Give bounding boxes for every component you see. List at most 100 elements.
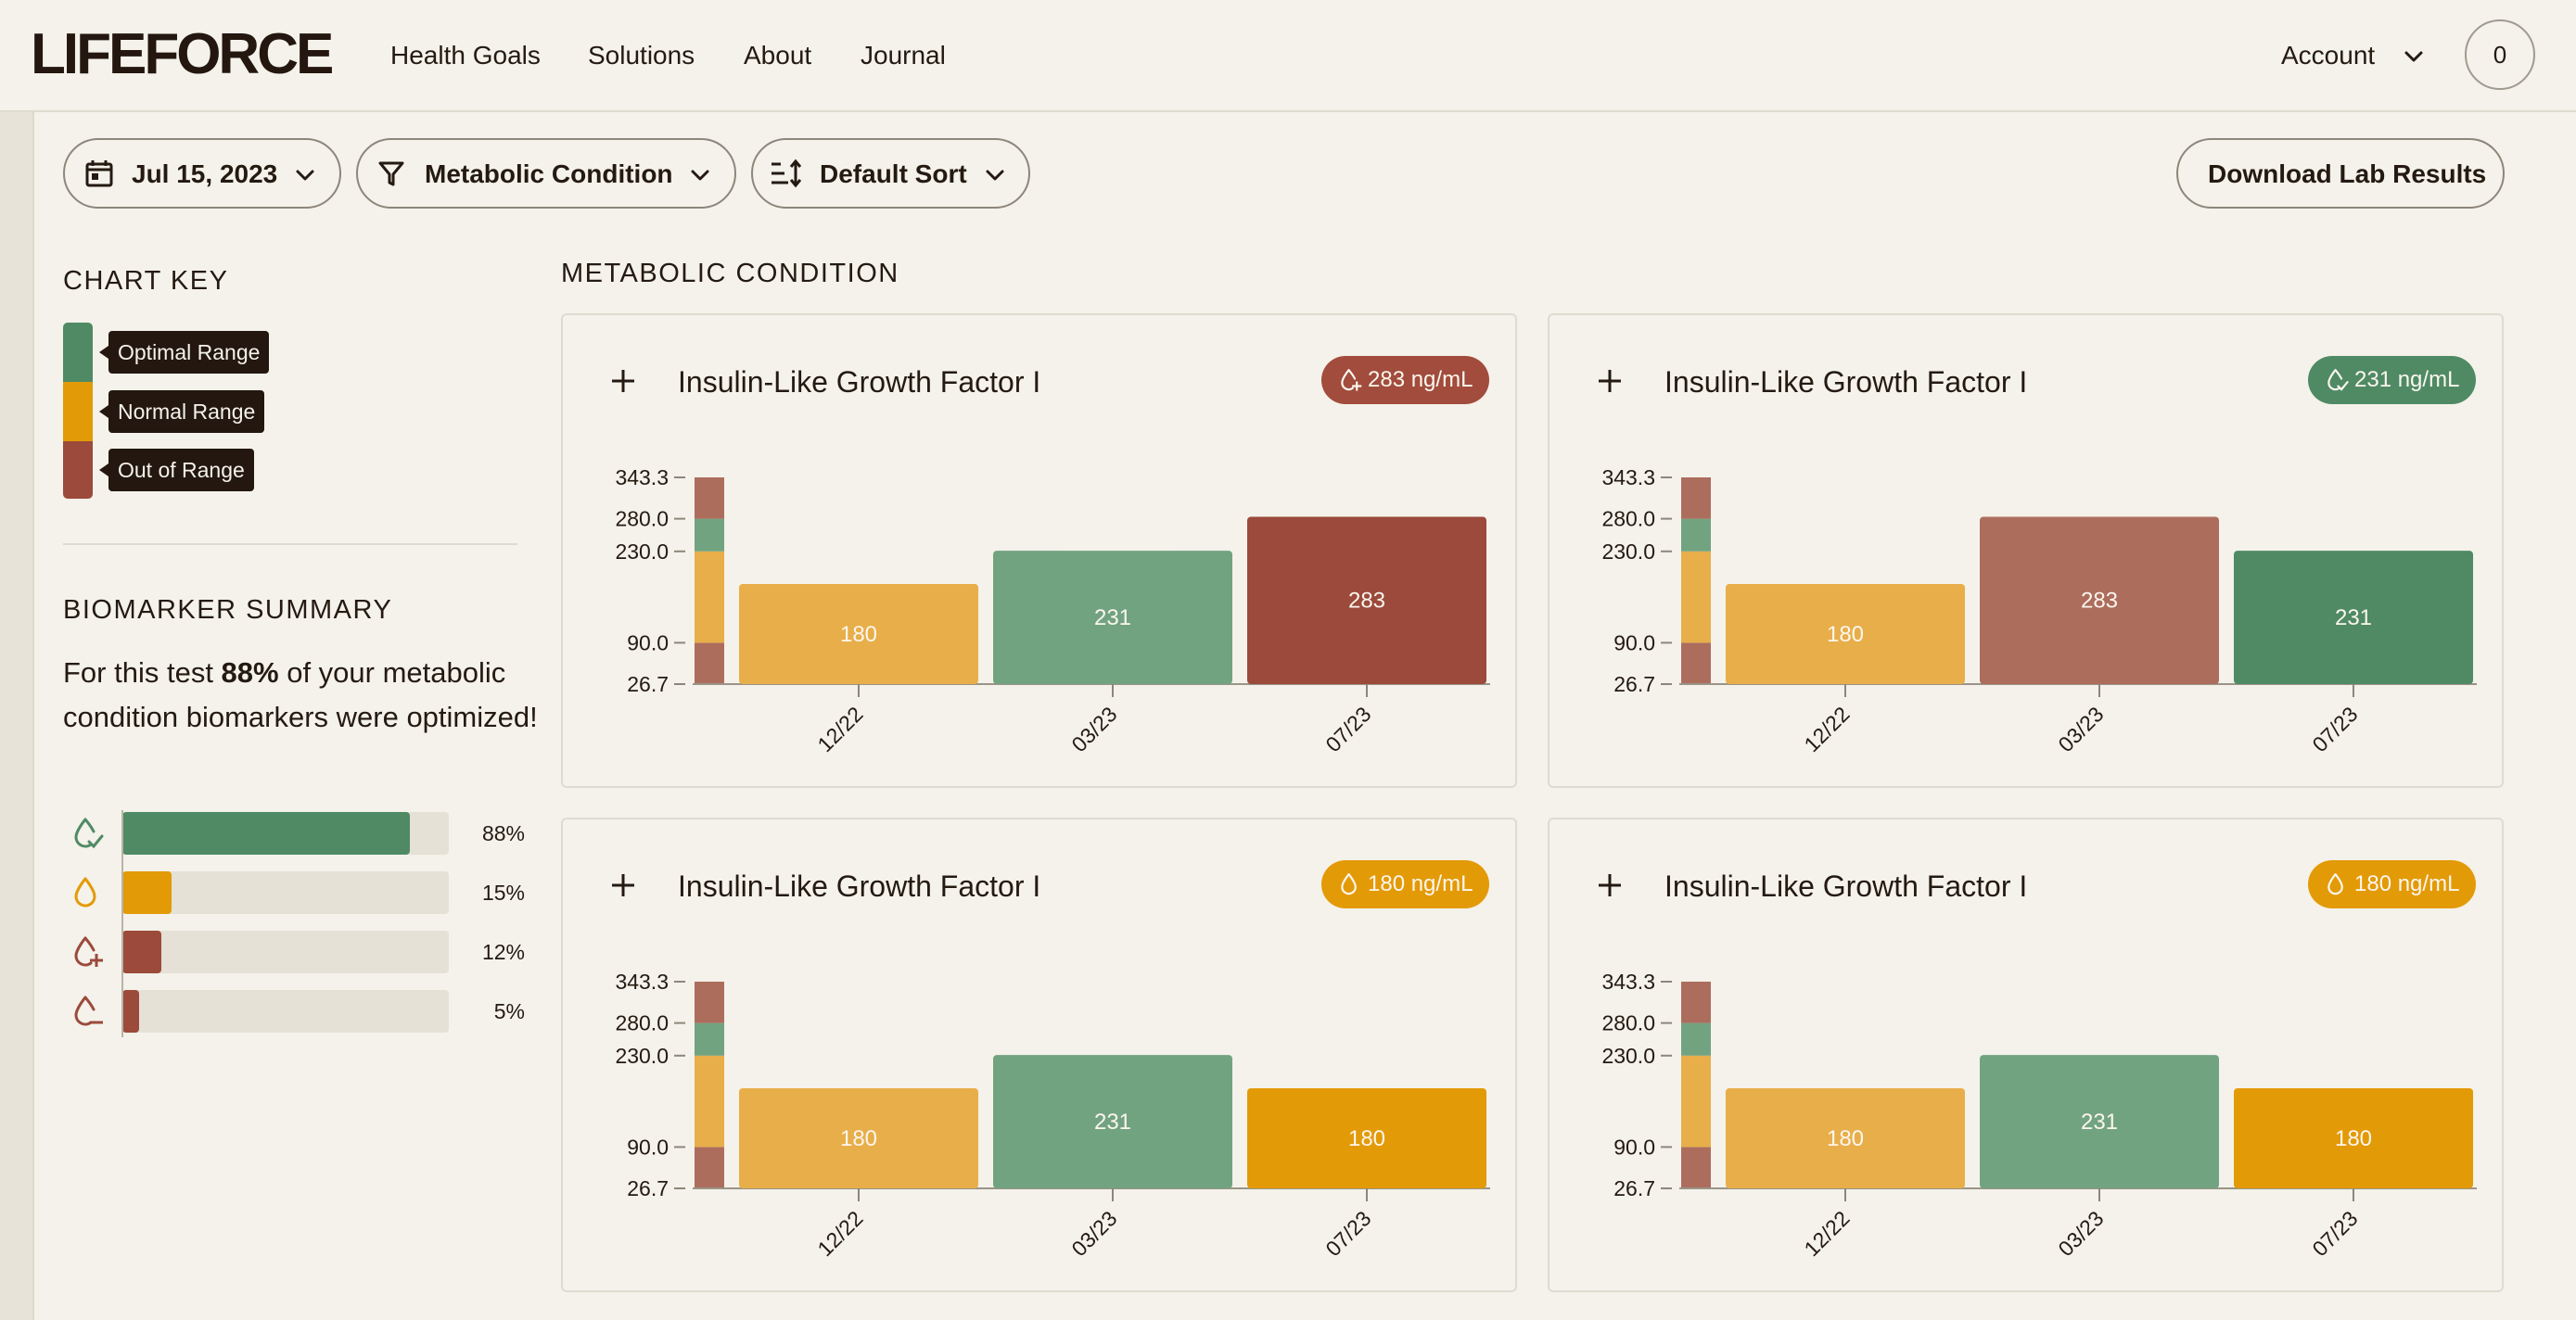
range-band	[695, 982, 724, 1023]
left-gutter	[0, 112, 33, 1320]
account-menu[interactable]: Account	[2281, 41, 2376, 70]
y-tick-label: 280.0	[1601, 1011, 1655, 1035]
bar[interactable]	[993, 551, 1232, 684]
bar-value-label: 180	[1827, 622, 1864, 647]
drop-plus-icon	[74, 936, 103, 967]
expand-plus-icon[interactable]	[1596, 871, 1624, 899]
y-tick-label: 230.0	[1601, 539, 1655, 564]
bar-value-label: 180	[1827, 1126, 1864, 1151]
key-swatch-optimal	[63, 323, 93, 382]
date-picker-button[interactable]: Jul 15, 2023	[63, 138, 341, 209]
x-tick-label: 03/23	[2053, 1206, 2108, 1261]
x-tick-label: 03/23	[2053, 702, 2108, 756]
range-band	[1681, 642, 1711, 684]
sort-icon	[772, 159, 802, 188]
badge-value: 180 ng/mL	[1368, 871, 1473, 896]
y-tick-label: 90.0	[627, 630, 669, 654]
logo[interactable]: LIFEFORCE	[31, 22, 334, 86]
bar[interactable]	[739, 1088, 978, 1188]
range-band	[1681, 982, 1711, 1023]
range-band	[1681, 1147, 1711, 1188]
bar[interactable]	[2234, 551, 2473, 684]
y-tick-label: 26.7	[1613, 672, 1655, 696]
bar[interactable]	[1980, 516, 2219, 685]
bar[interactable]	[1247, 516, 1486, 685]
expand-plus-icon[interactable]	[609, 367, 637, 395]
drop-icon	[2327, 873, 2343, 895]
biomarker-card[interactable]: Insulin-Like Growth Factor I 180 ng/mL 343…	[561, 818, 1517, 1292]
range-band	[1681, 1055, 1711, 1148]
expand-plus-icon[interactable]	[609, 871, 637, 899]
sort-label: Default Sort	[820, 159, 967, 188]
chart-key-title: CHART KEY	[63, 266, 229, 296]
range-band	[695, 642, 724, 684]
bar[interactable]	[1726, 1088, 1965, 1188]
sort-button[interactable]: Default Sort	[751, 138, 1030, 209]
bar[interactable]	[993, 1055, 1232, 1188]
y-tick-label: 230.0	[615, 1044, 669, 1068]
chevron-down-icon[interactable]	[2402, 44, 2426, 69]
bar[interactable]	[2234, 1088, 2473, 1188]
bar-value-label: 180	[840, 1126, 877, 1151]
bar[interactable]	[1980, 1055, 2219, 1188]
bar-value-label: 180	[840, 622, 877, 647]
biomarker-bar-chart: 343.3 280.0 230.0 90.0 26.7 180 12/22 231 03/23 1…	[1601, 970, 2477, 1261]
range-band	[695, 1055, 724, 1148]
bar-value-label: 231	[1094, 1110, 1131, 1135]
cart-button[interactable]: 0	[2465, 19, 2535, 90]
bar[interactable]	[1726, 584, 1965, 684]
biomarker-card[interactable]: Insulin-Like Growth Factor I 231 ng/mL 343…	[1548, 313, 2504, 788]
y-tick-label: 343.3	[1601, 465, 1655, 489]
range-band	[695, 518, 724, 552]
filter-label: Metabolic Condition	[425, 159, 673, 188]
biomarker-card[interactable]: Insulin-Like Growth Factor I 180 ng/mL 343…	[1548, 818, 2504, 1292]
progress-track	[122, 871, 449, 914]
x-tick-label: 03/23	[1066, 702, 1121, 756]
biomarker-card[interactable]: Insulin-Like Growth Factor I 283 ng/mL 343…	[561, 313, 1517, 788]
expand-plus-icon[interactable]	[1596, 367, 1624, 395]
bar[interactable]	[1247, 1088, 1486, 1188]
card-title: Insulin-Like Growth Factor I	[1664, 365, 2028, 399]
nav-link-solutions[interactable]: Solutions	[588, 41, 695, 70]
badge-value: 180 ng/mL	[2354, 871, 2460, 896]
filter-button[interactable]: Metabolic Condition	[356, 138, 736, 209]
range-band	[695, 1022, 724, 1056]
drop-plus-icon	[1341, 369, 1362, 391]
download-lab-results-button[interactable]: Download Lab Results	[2176, 138, 2505, 209]
value-badge: 180 ng/mL	[2308, 860, 2477, 908]
y-tick-label: 230.0	[1601, 1044, 1655, 1068]
drop-icon	[74, 877, 96, 908]
summary-percent: 88%	[221, 656, 279, 689]
calendar-icon	[85, 160, 113, 187]
y-tick-label: 26.7	[1613, 1176, 1655, 1200]
bar[interactable]	[739, 584, 978, 684]
badge-value: 231 ng/mL	[2354, 367, 2460, 392]
y-tick-label: 280.0	[615, 1011, 669, 1035]
x-tick-label: 12/22	[812, 702, 867, 756]
progress-percent: 12%	[481, 940, 525, 964]
bar-value-label: 231	[2335, 605, 2372, 630]
nav-link-journal[interactable]: Journal	[861, 41, 946, 70]
biomarker-bar-chart: 343.3 280.0 230.0 90.0 26.7 180 12/22 283 03/23 2…	[1601, 465, 2477, 756]
y-tick-label: 26.7	[627, 672, 669, 696]
chevron-down-icon	[691, 170, 709, 181]
x-tick-label: 07/23	[1320, 1206, 1375, 1261]
gutter-divider	[32, 112, 34, 1320]
chevron-down-icon	[986, 170, 1004, 181]
key-swatch-normal	[63, 382, 93, 441]
progress-track	[122, 931, 449, 973]
nav-link-health-goals[interactable]: Health Goals	[390, 41, 541, 70]
range-band	[1681, 518, 1711, 552]
drop-check-icon	[74, 818, 104, 849]
progress-percent: 15%	[481, 881, 525, 905]
nav-link-about[interactable]: About	[744, 41, 812, 70]
range-band	[695, 551, 724, 643]
download-label: Download Lab Results	[2208, 159, 2487, 188]
progress-percent: 5%	[493, 999, 525, 1023]
range-band	[695, 477, 724, 519]
y-tick-label: 280.0	[1601, 507, 1655, 531]
bar-value-label: 180	[1348, 1126, 1385, 1151]
biomarker-summary-title: BIOMARKER SUMMARY	[63, 595, 393, 625]
bar-value-label: 231	[1094, 605, 1131, 630]
range-band	[1681, 1022, 1711, 1056]
